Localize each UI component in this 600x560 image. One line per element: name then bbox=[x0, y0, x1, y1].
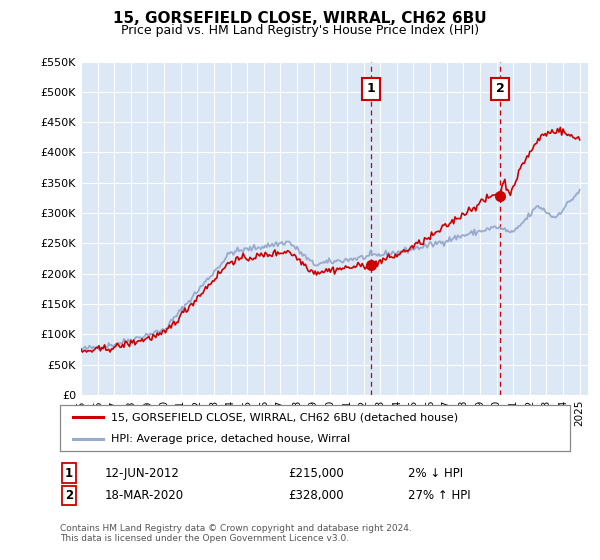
Text: £328,000: £328,000 bbox=[288, 489, 344, 502]
Text: 18-MAR-2020: 18-MAR-2020 bbox=[105, 489, 184, 502]
Text: 1: 1 bbox=[65, 466, 73, 480]
Text: 2: 2 bbox=[496, 82, 505, 95]
Text: £215,000: £215,000 bbox=[288, 466, 344, 480]
Text: Contains HM Land Registry data © Crown copyright and database right 2024.
This d: Contains HM Land Registry data © Crown c… bbox=[60, 524, 412, 543]
Text: 27% ↑ HPI: 27% ↑ HPI bbox=[408, 489, 470, 502]
Text: 2% ↓ HPI: 2% ↓ HPI bbox=[408, 466, 463, 480]
Text: Price paid vs. HM Land Registry's House Price Index (HPI): Price paid vs. HM Land Registry's House … bbox=[121, 24, 479, 36]
Text: 15, GORSEFIELD CLOSE, WIRRAL, CH62 6BU (detached house): 15, GORSEFIELD CLOSE, WIRRAL, CH62 6BU (… bbox=[111, 412, 458, 422]
Text: 1: 1 bbox=[367, 82, 375, 95]
Text: HPI: Average price, detached house, Wirral: HPI: Average price, detached house, Wirr… bbox=[111, 435, 350, 444]
Text: 15, GORSEFIELD CLOSE, WIRRAL, CH62 6BU: 15, GORSEFIELD CLOSE, WIRRAL, CH62 6BU bbox=[113, 11, 487, 26]
Text: 12-JUN-2012: 12-JUN-2012 bbox=[105, 466, 180, 480]
Text: 2: 2 bbox=[65, 489, 73, 502]
